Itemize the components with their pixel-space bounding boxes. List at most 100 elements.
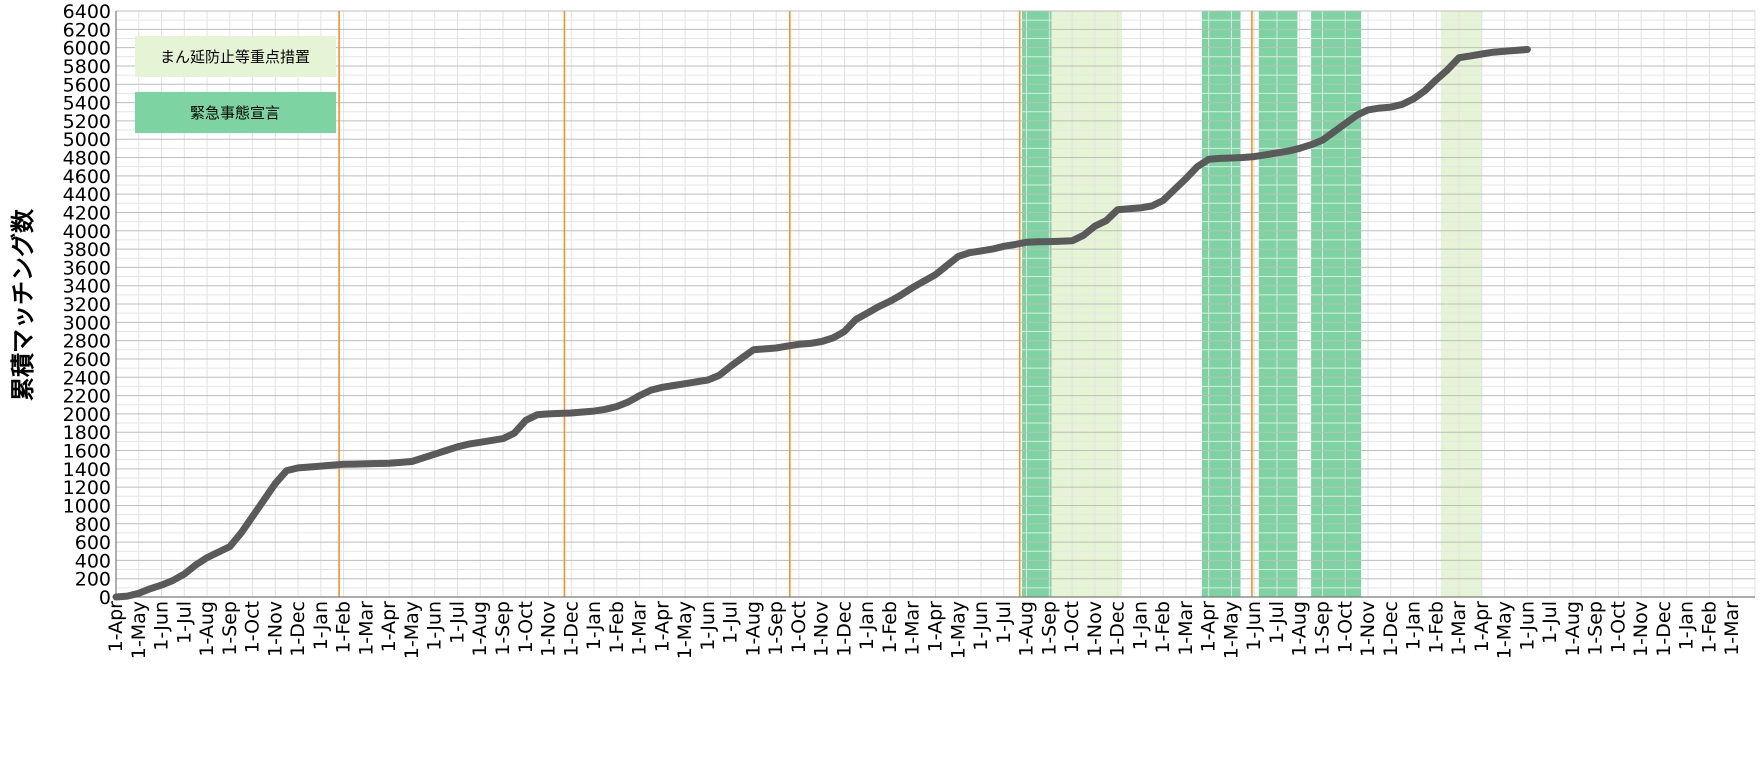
x-tick-labels: 1-Apr 1-May 1-Jun 1-Jul 1-Aug 1-Sep 1-Oct 1-Nov… [105, 601, 1743, 659]
y-tick-label: 1400 [63, 459, 111, 481]
x-tick-label: 1-Apr [651, 601, 673, 653]
x-tick-label: 1-Jan [583, 601, 605, 650]
y-tick-label: 0 [99, 587, 111, 609]
legend-swatch-manen [135, 36, 336, 77]
x-tick-label: 1-Dec [1107, 601, 1129, 657]
y-tick-label: 1000 [63, 495, 111, 517]
y-tick-labels: 0200400600800100012001400160018002000220… [63, 1, 111, 609]
x-tick-label: 1-Dec [1380, 601, 1402, 657]
x-tick-label: 1-Apr [1471, 601, 1493, 653]
x-tick-label: 1-Oct [1607, 601, 1629, 653]
x-tick-label: 1-Mar [1175, 601, 1197, 656]
x-tick-label: 1-Aug [196, 601, 218, 657]
x-tick-label: 1-Mar [902, 601, 924, 656]
y-tick-label: 5600 [63, 74, 111, 96]
x-tick-label: 1-Jun [697, 601, 719, 651]
grid [115, 10, 1756, 598]
x-tick-label: 1-Aug [1562, 601, 1584, 657]
y-tick-label: 2000 [63, 404, 111, 426]
y-tick-label: 4800 [63, 148, 111, 170]
axes [115, 11, 1755, 598]
x-tick-label: 1-Nov [264, 601, 286, 657]
x-tick-label: 1-Oct [242, 601, 264, 653]
y-tick-label: 5200 [63, 111, 111, 133]
y-tick-label: 6400 [63, 1, 111, 23]
legend-label-manen: まん延防止等重点措置 [160, 48, 310, 66]
x-tick-label: 1-Nov [811, 601, 833, 657]
x-tick-label: 1-Apr [105, 601, 127, 653]
y-tick-label: 3600 [63, 257, 111, 279]
x-tick-label: 1-Jun [424, 601, 446, 651]
x-tick-label: 1-Feb [1152, 601, 1174, 654]
y-tick-label: 5800 [63, 56, 111, 78]
x-tick-label: 1-Dec [1653, 601, 1675, 657]
x-tick-label: 1-Apr [378, 601, 400, 653]
x-tick-label: 1-Feb [1698, 601, 1720, 654]
x-tick-label: 1-Sep [1038, 601, 1060, 656]
series-line [112, 46, 1531, 601]
x-tick-label: 1-Jun [970, 601, 992, 651]
vertical-markers [338, 11, 1253, 597]
y-axis-label: 累積マッチング数 [9, 208, 37, 401]
x-tick-label: 1-Jul [720, 601, 742, 644]
x-tick-label: 1-Aug [1289, 601, 1311, 657]
y-tick-label: 3800 [63, 239, 111, 261]
y-tick-label: 3200 [63, 294, 111, 316]
x-tick-label: 1-Feb [879, 601, 901, 654]
x-tick-label: 1-Jul [993, 601, 1015, 644]
y-tick-label: 6200 [63, 19, 111, 41]
series [112, 46, 1531, 601]
x-tick-label: 1-Jan [856, 601, 878, 650]
x-tick-label: 1-Oct [1061, 601, 1083, 653]
y-tick-label: 6000 [63, 38, 111, 60]
x-tick-label: 1-Dec [833, 601, 855, 657]
legend-label-emergency: 緊急事態宣言 [190, 104, 280, 122]
x-tick-label: 1-Feb [606, 601, 628, 654]
x-tick-label: 1-May [128, 601, 150, 659]
x-tick-label: 1-Sep [219, 601, 241, 656]
y-tick-label: 2800 [63, 331, 111, 353]
y-tick-label: 400 [75, 550, 111, 572]
x-tick-label: 1-May [947, 601, 969, 659]
x-tick-label: 1-Sep [1585, 601, 1607, 656]
x-tick-label: 1-Jun [1243, 601, 1265, 651]
x-tick-label: 1-Nov [538, 601, 560, 657]
y-tick-label: 2400 [63, 367, 111, 389]
x-tick-label: 1-Dec [560, 601, 582, 657]
y-tick-label: 1200 [63, 477, 111, 499]
y-tick-label: 2200 [63, 386, 111, 408]
x-tick-label: 1-Mar [1721, 601, 1743, 656]
x-tick-label: 1-Oct [515, 601, 537, 653]
x-tick-label: 1-Jan [1676, 601, 1698, 650]
x-tick-label: 1-Feb [1425, 601, 1447, 654]
y-tick-label: 800 [75, 514, 111, 536]
y-tick-label: 3000 [63, 312, 111, 334]
x-tick-label: 1-May [674, 601, 696, 659]
x-tick-label: 1-Nov [1084, 601, 1106, 657]
y-tick-label: 5400 [63, 93, 111, 115]
x-tick-label: 1-Jun [1516, 601, 1538, 651]
x-tick-label: 1-Jan [1129, 601, 1151, 650]
y-tick-label: 5000 [63, 129, 111, 151]
legend-swatch-emergency [135, 92, 336, 133]
x-tick-label: 1-Sep [492, 601, 514, 656]
x-tick-label: 1-Jul [446, 601, 468, 644]
x-tick-label: 1-May [401, 601, 423, 659]
x-tick-label: 1-Nov [1357, 601, 1379, 657]
x-tick-label: 1-May [1494, 601, 1516, 659]
x-tick-label: 1-Jan [310, 601, 332, 650]
x-tick-label: 1-Mar [1448, 601, 1470, 656]
x-tick-label: 1-Oct [788, 601, 810, 653]
y-tick-label: 2600 [63, 349, 111, 371]
y-tick-label: 1600 [63, 441, 111, 463]
x-tick-label: 1-Aug [742, 601, 764, 657]
x-tick-label: 1-Jun [151, 601, 173, 651]
y-tick-label: 200 [75, 569, 111, 591]
x-tick-label: 1-Apr [1198, 601, 1220, 653]
x-tick-label: 1-Dec [287, 601, 309, 657]
x-tick-label: 1-Sep [1311, 601, 1333, 656]
y-tick-label: 1800 [63, 422, 111, 444]
x-tick-label: 1-Jul [1266, 601, 1288, 644]
